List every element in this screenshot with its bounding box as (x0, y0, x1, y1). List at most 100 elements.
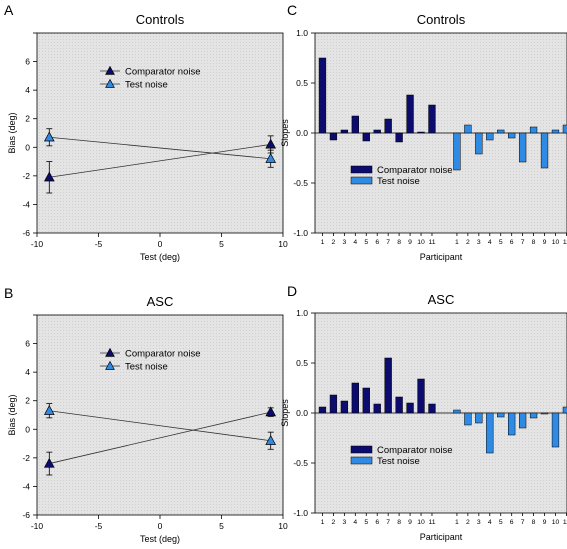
x-tick-label: 2 (466, 239, 470, 246)
legend-marker (105, 78, 115, 88)
y-axis-label: Slopes (280, 399, 290, 427)
x-tick-label: 8 (532, 239, 536, 246)
x-tick-label: 11 (428, 519, 435, 526)
y-tick-label: 0.5 (296, 78, 308, 88)
x-tick-label: 9 (543, 519, 547, 526)
legend-marker (105, 360, 115, 370)
data-point (43, 171, 55, 182)
panel-b: B ASC -6 -4 -2 0 2 4 6 -10 -5 0 5 10 Test (deg) Bias (d… (4, 285, 288, 544)
x-tick-label: 0 (158, 521, 163, 531)
panel-title: ASC (147, 294, 174, 309)
bar (373, 403, 381, 414)
bar (508, 132, 516, 139)
bar (340, 129, 349, 134)
x-tick-label: 5 (499, 239, 503, 246)
y-tick-label: -2 (22, 171, 30, 181)
bar (406, 94, 414, 134)
x-tick-label: 11 (428, 239, 435, 246)
x-tick-label: 11 (563, 239, 567, 246)
y-tick-label: 0.0 (296, 408, 308, 418)
y-tick-label: 2 (25, 114, 30, 124)
bar (486, 412, 494, 454)
y-tick-label: 2 (25, 396, 30, 406)
y-tick-label: 6 (25, 57, 30, 67)
x-tick-label: -5 (95, 521, 103, 531)
x-tick-label: 0 (158, 239, 163, 249)
x-tick-label: 7 (521, 519, 525, 526)
x-tick-label: 5 (219, 239, 224, 249)
legend-label: Comparator noise (377, 445, 453, 456)
plot-area (36, 32, 284, 234)
x-tick-label: 8 (532, 519, 536, 526)
y-tick-label: 0 (25, 142, 30, 152)
y-tick-label: -4 (22, 199, 30, 209)
x-axis-label: Test (deg) (140, 252, 180, 262)
x-tick-label: 5 (499, 519, 503, 526)
x-tick-label: 10 (552, 519, 560, 526)
x-tick-label: 5 (364, 239, 368, 246)
x-tick-label: 5 (364, 519, 368, 526)
bar (373, 129, 381, 134)
bar (329, 394, 338, 414)
x-tick-label: 10 (552, 239, 560, 246)
plot-area (36, 314, 284, 516)
data-point (43, 404, 55, 415)
x-tick-label: 7 (386, 239, 390, 246)
bar (329, 132, 338, 141)
y-tick-label: -6 (22, 510, 30, 520)
x-tick-label: 9 (408, 519, 412, 526)
y-tick-label: -6 (22, 228, 30, 238)
bar (395, 132, 403, 143)
x-tick-label: 10 (278, 521, 288, 531)
bar (540, 132, 549, 169)
x-tick-label: 7 (521, 239, 525, 246)
x-tick-label: 2 (466, 519, 470, 526)
legend-swatch (350, 176, 373, 185)
legend-swatch (350, 456, 373, 465)
x-tick-label: 4 (488, 519, 492, 526)
x-tick-label: 4 (488, 239, 492, 246)
bar (453, 132, 461, 171)
bar (464, 412, 472, 426)
x-tick-label: 11 (563, 519, 567, 526)
bar (464, 124, 472, 134)
bar (318, 406, 327, 414)
x-tick-label: 10 (417, 239, 425, 246)
y-tick-label: 4 (25, 367, 30, 377)
bar (417, 378, 425, 414)
data-point (265, 138, 277, 149)
x-tick-label: 8 (397, 239, 401, 246)
legend-label: Test noise (377, 456, 420, 467)
y-tick-label: 1.0 (296, 28, 308, 38)
y-tick-label: -2 (22, 453, 30, 463)
bar (562, 406, 567, 414)
x-tick-label: 3 (477, 519, 481, 526)
x-tick-label: 7 (386, 519, 390, 526)
x-axis-label: Test (deg) (140, 534, 180, 544)
bar (497, 129, 505, 134)
bar (362, 387, 370, 414)
y-tick-label: 4 (25, 85, 30, 95)
bar (551, 129, 560, 134)
bar (351, 115, 359, 134)
y-tick-label: -1.0 (293, 508, 308, 518)
x-tick-label: 1 (321, 519, 325, 526)
x-tick-label: 9 (543, 239, 547, 246)
y-axis-label: Bias (deg) (7, 112, 17, 153)
series-line (49, 136, 271, 160)
x-tick-label: 4 (353, 239, 357, 246)
panel-letter-d: D (287, 283, 297, 299)
panel-letter-b: B (4, 285, 13, 301)
legend-label: Test noise (125, 362, 168, 373)
legend-swatch (350, 445, 373, 454)
bar (406, 402, 414, 414)
bar (318, 57, 327, 134)
panel-title: Controls (417, 12, 466, 27)
x-tick-label: 3 (342, 519, 346, 526)
bar (428, 104, 436, 134)
x-tick-label: 3 (477, 239, 481, 246)
bar (518, 132, 527, 163)
legend-marker (105, 347, 115, 357)
data-point (265, 152, 277, 163)
